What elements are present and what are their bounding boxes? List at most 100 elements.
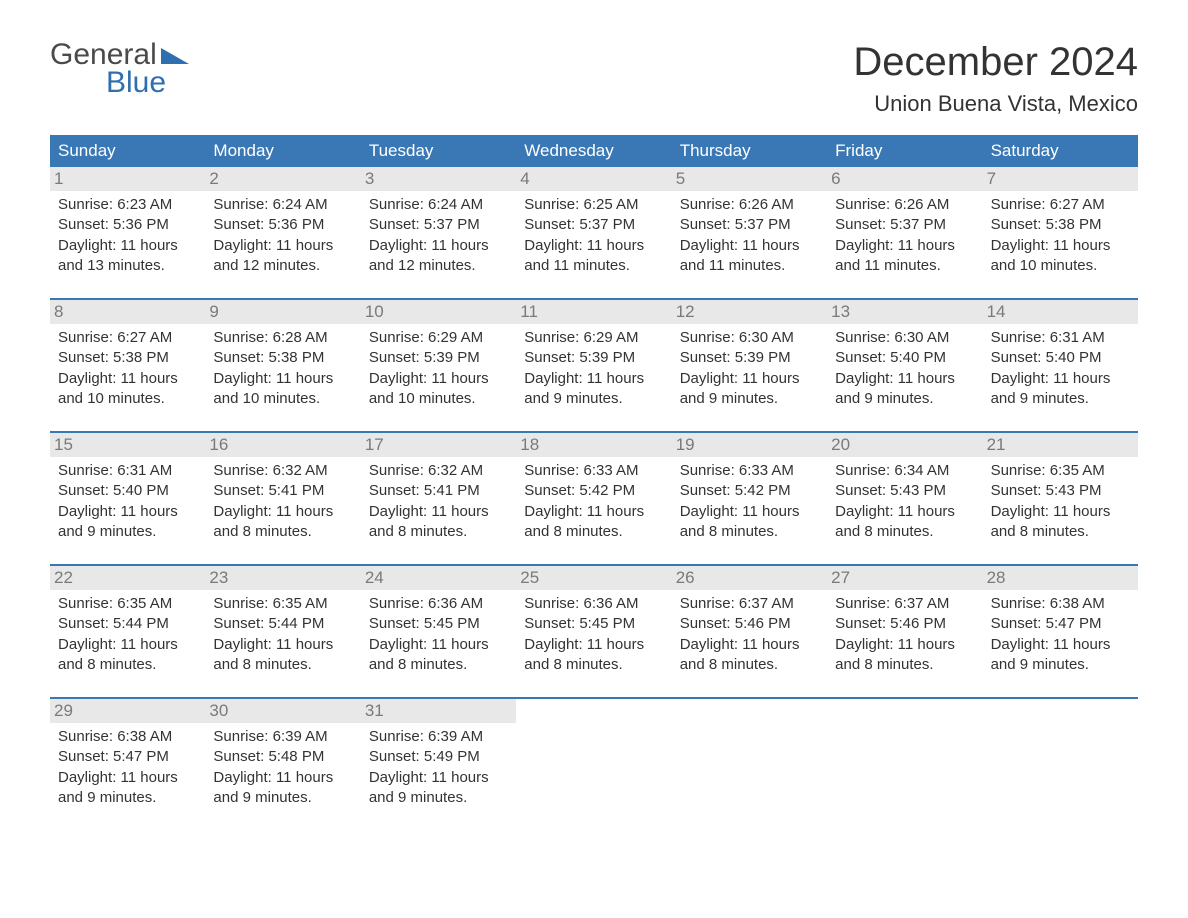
- daylight-line-1: Daylight: 11 hours: [835, 635, 974, 655]
- day-cell: 10 Sunrise: 6:29 AMSunset: 5:39 PMDayligh…: [361, 300, 516, 417]
- day-content: Sunrise: 6:35 AMSunset: 5:43 PMDaylight:…: [991, 461, 1130, 542]
- day-number: 8: [50, 300, 205, 324]
- day-number: 18: [516, 433, 671, 457]
- daylight-line-2: and 9 minutes.: [58, 522, 197, 542]
- month-title: December 2024: [853, 40, 1138, 85]
- sunset-line: Sunset: 5:38 PM: [213, 348, 352, 368]
- day-header-mon: Monday: [205, 135, 360, 167]
- sunset-line: Sunset: 5:43 PM: [835, 481, 974, 501]
- sunset-line: Sunset: 5:37 PM: [680, 215, 819, 235]
- daylight-line-1: Daylight: 11 hours: [369, 635, 508, 655]
- daylight-line-1: Daylight: 11 hours: [680, 369, 819, 389]
- day-header-sun: Sunday: [50, 135, 205, 167]
- daylight-line-1: Daylight: 11 hours: [213, 236, 352, 256]
- daylight-line-1: Daylight: 11 hours: [991, 369, 1130, 389]
- daylight-line-1: Daylight: 11 hours: [835, 369, 974, 389]
- calendar: Sunday Monday Tuesday Wednesday Thursday…: [50, 135, 1138, 816]
- day-content: Sunrise: 6:27 AMSunset: 5:38 PMDaylight:…: [991, 195, 1130, 276]
- week-row: 15Sunrise: 6:31 AMSunset: 5:40 PMDayligh…: [50, 431, 1138, 550]
- logo: General Blue: [50, 40, 189, 98]
- daylight-line-1: Daylight: 11 hours: [680, 635, 819, 655]
- sunrise-line: Sunrise: 6:29 AM: [369, 328, 508, 348]
- sunrise-line: Sunrise: 6:32 AM: [369, 461, 508, 481]
- day-cell: 22Sunrise: 6:35 AMSunset: 5:44 PMDayligh…: [50, 566, 205, 683]
- sunset-line: Sunset: 5:39 PM: [680, 348, 819, 368]
- daylight-line-2: and 10 minutes.: [58, 389, 197, 409]
- day-number: 10: [361, 300, 516, 324]
- day-content: Sunrise: 6:33 AMSunset: 5:42 PMDaylight:…: [680, 461, 819, 542]
- daylight-line-1: Daylight: 11 hours: [835, 236, 974, 256]
- day-number: 28: [983, 566, 1138, 590]
- daylight-line-2: and 12 minutes.: [369, 256, 508, 276]
- daylight-line-2: and 9 minutes.: [680, 389, 819, 409]
- day-headers-row: Sunday Monday Tuesday Wednesday Thursday…: [50, 135, 1138, 167]
- sunrise-line: Sunrise: 6:24 AM: [369, 195, 508, 215]
- day-cell: 3Sunrise: 6:24 AMSunset: 5:37 PMDaylight…: [361, 167, 516, 284]
- day-cell: 30Sunrise: 6:39 AMSunset: 5:48 PMDayligh…: [205, 699, 360, 816]
- daylight-line-2: and 8 minutes.: [369, 522, 508, 542]
- day-number: 12: [672, 300, 827, 324]
- day-cell: 19Sunrise: 6:33 AMSunset: 5:42 PMDayligh…: [672, 433, 827, 550]
- day-content: Sunrise: 6:34 AMSunset: 5:43 PMDaylight:…: [835, 461, 974, 542]
- day-cell: 15Sunrise: 6:31 AMSunset: 5:40 PMDayligh…: [50, 433, 205, 550]
- day-number: 17: [361, 433, 516, 457]
- sunset-line: Sunset: 5:44 PM: [213, 614, 352, 634]
- day-cell: [827, 699, 982, 816]
- daylight-line-1: Daylight: 11 hours: [369, 369, 508, 389]
- day-number: 13: [827, 300, 982, 324]
- day-number: 7: [983, 167, 1138, 191]
- daylight-line-2: and 8 minutes.: [369, 655, 508, 675]
- daylight-line-1: Daylight: 11 hours: [524, 635, 663, 655]
- sunset-line: Sunset: 5:42 PM: [524, 481, 663, 501]
- day-content: Sunrise: 6:38 AMSunset: 5:47 PMDaylight:…: [58, 727, 197, 808]
- sunrise-line: Sunrise: 6:35 AM: [991, 461, 1130, 481]
- daylight-line-1: Daylight: 11 hours: [58, 369, 197, 389]
- daylight-line-1: Daylight: 11 hours: [213, 768, 352, 788]
- sunrise-line: Sunrise: 6:30 AM: [835, 328, 974, 348]
- sunrise-line: Sunrise: 6:35 AM: [58, 594, 197, 614]
- day-cell: 21Sunrise: 6:35 AMSunset: 5:43 PMDayligh…: [983, 433, 1138, 550]
- daylight-line-2: and 8 minutes.: [213, 522, 352, 542]
- day-number: 1: [50, 167, 205, 191]
- day-number: 9: [205, 300, 360, 324]
- sunrise-line: Sunrise: 6:26 AM: [835, 195, 974, 215]
- day-cell: 8Sunrise: 6:27 AMSunset: 5:38 PMDaylight…: [50, 300, 205, 417]
- day-cell: 16Sunrise: 6:32 AMSunset: 5:41 PMDayligh…: [205, 433, 360, 550]
- sunrise-line: Sunrise: 6:31 AM: [58, 461, 197, 481]
- sunrise-line: Sunrise: 6:39 AM: [369, 727, 508, 747]
- day-content: Sunrise: 6:24 AMSunset: 5:37 PMDaylight:…: [369, 195, 508, 276]
- day-number: 24: [361, 566, 516, 590]
- sunset-line: Sunset: 5:41 PM: [369, 481, 508, 501]
- sunset-line: Sunset: 5:39 PM: [524, 348, 663, 368]
- daylight-line-2: and 8 minutes.: [835, 522, 974, 542]
- day-cell: [983, 699, 1138, 816]
- day-content: Sunrise: 6:29 AMSunset: 5:39 PMDaylight:…: [524, 328, 663, 409]
- daylight-line-2: and 8 minutes.: [524, 655, 663, 675]
- day-cell: 6Sunrise: 6:26 AMSunset: 5:37 PMDaylight…: [827, 167, 982, 284]
- day-number: 16: [205, 433, 360, 457]
- day-content: Sunrise: 6:39 AMSunset: 5:48 PMDaylight:…: [213, 727, 352, 808]
- day-cell: 23Sunrise: 6:35 AMSunset: 5:44 PMDayligh…: [205, 566, 360, 683]
- day-cell: 12Sunrise: 6:30 AMSunset: 5:39 PMDayligh…: [672, 300, 827, 417]
- day-cell: 17 Sunrise: 6:32 AMSunset: 5:41 PMDayligh…: [361, 433, 516, 550]
- daylight-line-2: and 10 minutes.: [991, 256, 1130, 276]
- day-content: Sunrise: 6:29 AMSunset: 5:39 PMDaylight:…: [369, 328, 508, 409]
- location-subtitle: Union Buena Vista, Mexico: [853, 91, 1138, 117]
- sunset-line: Sunset: 5:47 PM: [58, 747, 197, 767]
- day-number: 15: [50, 433, 205, 457]
- daylight-line-1: Daylight: 11 hours: [369, 502, 508, 522]
- daylight-line-1: Daylight: 11 hours: [58, 502, 197, 522]
- day-content: Sunrise: 6:28 AMSunset: 5:38 PMDaylight:…: [213, 328, 352, 409]
- daylight-line-1: Daylight: 11 hours: [524, 502, 663, 522]
- week-row: 8Sunrise: 6:27 AMSunset: 5:38 PMDaylight…: [50, 298, 1138, 417]
- daylight-line-2: and 9 minutes.: [213, 788, 352, 808]
- daylight-line-1: Daylight: 11 hours: [58, 236, 197, 256]
- week-row: 22Sunrise: 6:35 AMSunset: 5:44 PMDayligh…: [50, 564, 1138, 683]
- page-header: General Blue December 2024 Union Buena V…: [50, 40, 1138, 117]
- day-cell: 18Sunrise: 6:33 AMSunset: 5:42 PMDayligh…: [516, 433, 671, 550]
- day-cell: 29Sunrise: 6:38 AMSunset: 5:47 PMDayligh…: [50, 699, 205, 816]
- daylight-line-2: and 10 minutes.: [213, 389, 352, 409]
- day-number: 31: [361, 699, 516, 723]
- sunset-line: Sunset: 5:36 PM: [58, 215, 197, 235]
- day-cell: 1Sunrise: 6:23 AMSunset: 5:36 PMDaylight…: [50, 167, 205, 284]
